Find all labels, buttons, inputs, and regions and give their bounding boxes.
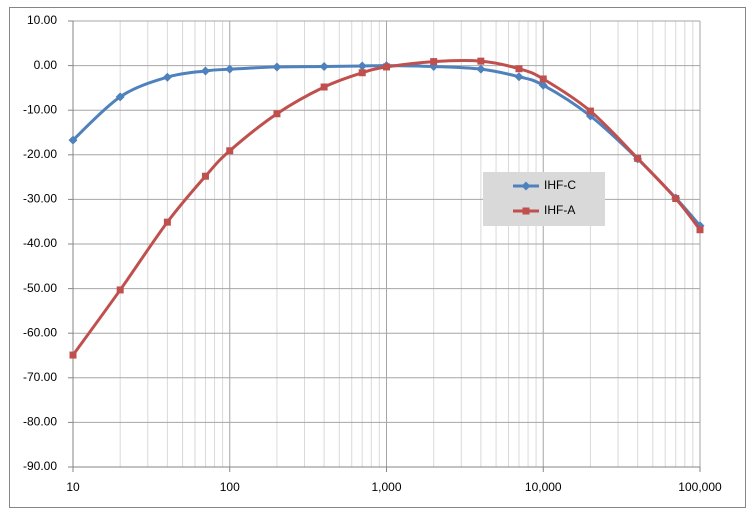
- marker: [515, 65, 523, 73]
- marker: [358, 69, 366, 77]
- y-tick-label: -60.00: [23, 325, 57, 339]
- marker: [357, 61, 367, 71]
- y-tick-label: -50.00: [23, 281, 57, 295]
- marker: [272, 62, 282, 72]
- marker: [68, 135, 78, 145]
- x-tick-label: 1,000: [371, 480, 401, 494]
- marker: [115, 92, 125, 102]
- y-tick-label: -70.00: [23, 370, 57, 384]
- marker: [226, 147, 234, 155]
- marker: [429, 61, 439, 71]
- x-tick-label: 10,000: [525, 480, 562, 494]
- marker: [477, 57, 485, 65]
- legend-box: [483, 172, 605, 226]
- marker: [672, 195, 680, 203]
- marker: [476, 64, 486, 74]
- y-tick-label: -40.00: [23, 236, 57, 250]
- marker: [225, 64, 235, 74]
- marker: [320, 83, 328, 91]
- legend-marker: [521, 181, 531, 191]
- y-tick-label: -80.00: [23, 415, 57, 429]
- marker: [200, 66, 210, 76]
- legend-label: IHF-A: [544, 203, 575, 217]
- marker: [273, 110, 281, 118]
- marker: [163, 218, 171, 226]
- marker: [383, 63, 390, 71]
- legend-label: IHF-C: [544, 178, 576, 192]
- y-tick-label: -10.00: [23, 102, 57, 116]
- y-tick-label: 0.00: [34, 58, 58, 72]
- marker: [116, 286, 124, 294]
- marker: [69, 351, 77, 359]
- marker: [514, 72, 524, 82]
- marker: [319, 61, 329, 71]
- x-tick-label: 10: [66, 480, 80, 494]
- marker: [430, 58, 438, 66]
- y-tick-label: -90.00: [23, 459, 57, 473]
- y-tick-label: -30.00: [23, 192, 57, 206]
- marker: [586, 107, 594, 115]
- marker: [696, 226, 704, 234]
- marker: [539, 75, 547, 83]
- marker: [538, 80, 548, 90]
- x-tick-label: 100: [220, 480, 240, 494]
- marker: [634, 154, 642, 162]
- legend-marker: [522, 207, 530, 215]
- x-tick-label: 100,000: [678, 480, 722, 494]
- y-tick-label: -20.00: [23, 147, 57, 161]
- marker: [162, 72, 172, 82]
- y-tick-label: 10.00: [27, 13, 57, 27]
- marker: [201, 172, 209, 180]
